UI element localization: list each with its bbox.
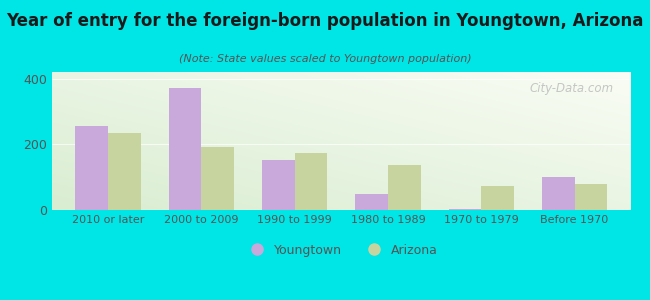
Bar: [202, 147, 234, 210]
Bar: [108, 133, 140, 210]
Text: City-Data.com: City-Data.com: [529, 82, 613, 95]
Bar: [481, 186, 514, 210]
Bar: [542, 177, 575, 210]
Bar: [388, 165, 421, 210]
Text: Year of entry for the foreign-born population in Youngtown, Arizona: Year of entry for the foreign-born popul…: [6, 12, 644, 30]
Bar: [448, 209, 481, 210]
Text: (Note: State values scaled to Youngtown population): (Note: State values scaled to Youngtown …: [179, 54, 471, 64]
Bar: [575, 184, 607, 210]
Bar: [356, 194, 388, 210]
Bar: [262, 160, 294, 210]
Bar: [75, 126, 108, 210]
Bar: [168, 88, 202, 210]
Legend: Youngtown, Arizona: Youngtown, Arizona: [239, 239, 443, 262]
Bar: [294, 153, 327, 210]
